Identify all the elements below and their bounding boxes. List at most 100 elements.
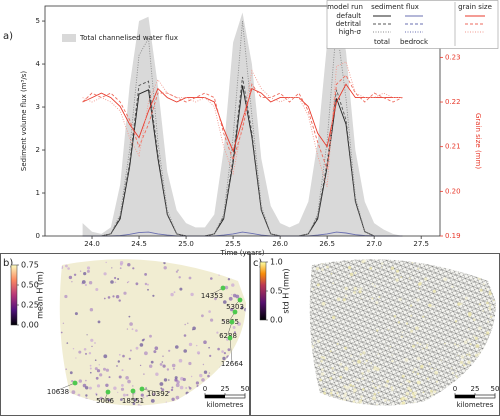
map-speckle bbox=[466, 353, 468, 356]
map-speckle bbox=[117, 409, 118, 410]
map-speckle bbox=[344, 366, 349, 371]
map-speckle bbox=[163, 378, 168, 382]
map-speckle bbox=[78, 379, 83, 383]
sample-point bbox=[130, 388, 136, 394]
map-speckle bbox=[174, 376, 178, 380]
scalebar-unit: kilometres bbox=[207, 401, 244, 409]
map-speckle bbox=[223, 300, 227, 304]
map-speckle bbox=[244, 259, 246, 263]
map-speckle bbox=[406, 379, 409, 383]
x-tick-label: 27.5 bbox=[413, 240, 429, 248]
map-speckle bbox=[302, 283, 306, 287]
map-speckle bbox=[462, 381, 466, 384]
map-speckle bbox=[319, 397, 323, 401]
map-speckle bbox=[60, 252, 62, 254]
map-speckle bbox=[203, 400, 206, 403]
scalebar-label: 25 bbox=[221, 385, 230, 393]
map-speckle bbox=[479, 265, 481, 268]
map-speckle bbox=[108, 408, 111, 411]
map-speckle bbox=[435, 380, 439, 383]
map-speckle bbox=[309, 283, 311, 287]
map-speckle bbox=[194, 390, 197, 393]
map-speckle bbox=[107, 296, 111, 299]
fan-map bbox=[59, 259, 246, 406]
map-speckle bbox=[410, 304, 413, 307]
map-speckle bbox=[493, 280, 496, 284]
map-speckle bbox=[466, 338, 470, 341]
map-speckle bbox=[318, 364, 320, 367]
map-speckle bbox=[438, 394, 441, 398]
map-speckle bbox=[310, 361, 314, 365]
map-speckle bbox=[103, 367, 106, 371]
map-speckle bbox=[156, 249, 160, 253]
map-speckle bbox=[86, 266, 91, 270]
map-speckle bbox=[486, 267, 489, 271]
map-speckle bbox=[463, 364, 466, 367]
map-speckle bbox=[478, 326, 482, 330]
y-tick-label: 0 bbox=[36, 232, 40, 240]
map-speckle bbox=[94, 367, 98, 371]
map-speckle bbox=[493, 348, 496, 352]
map-speckle bbox=[307, 388, 309, 390]
map-speckle bbox=[201, 378, 205, 382]
map-speckle bbox=[381, 266, 383, 268]
map-speckle bbox=[171, 363, 176, 368]
map-speckle bbox=[438, 402, 442, 406]
map-speckle bbox=[174, 378, 178, 382]
map-speckle bbox=[321, 262, 324, 265]
map-speckle bbox=[196, 385, 199, 388]
map-speckle bbox=[300, 368, 303, 371]
map-speckle bbox=[330, 272, 333, 275]
map-speckle bbox=[176, 380, 180, 384]
map-speckle bbox=[444, 402, 447, 406]
map-speckle bbox=[116, 365, 118, 367]
panel-label: b) bbox=[3, 258, 13, 269]
map-speckle bbox=[371, 250, 373, 252]
map-speckle bbox=[234, 368, 237, 371]
series-line bbox=[82, 83, 403, 153]
map-speckle bbox=[339, 362, 343, 366]
map-speckle bbox=[481, 372, 484, 374]
map-speckle bbox=[311, 385, 314, 388]
map-speckle bbox=[404, 358, 409, 362]
map-speckle bbox=[363, 362, 366, 365]
map-speckle bbox=[469, 343, 472, 346]
map-speckle bbox=[231, 276, 234, 279]
map-speckle bbox=[482, 264, 486, 267]
colorbar-label: std H (mm) bbox=[282, 268, 291, 313]
legend-subheader: total bbox=[374, 38, 390, 46]
map-speckle bbox=[146, 283, 149, 286]
map-speckle bbox=[344, 294, 348, 298]
map-speckle bbox=[178, 276, 181, 279]
colorbar-tick-label: 0.50 bbox=[21, 281, 39, 290]
map-speckle bbox=[479, 259, 482, 262]
map-speckle bbox=[494, 358, 496, 361]
map-speckle bbox=[482, 283, 485, 286]
map-speckle bbox=[103, 297, 106, 300]
map-speckle bbox=[492, 377, 496, 382]
panel-a: a) 24.0 24.5 25.0 25.5 26.0 26.5 27.0 27.5 0 1 2 3 4 5… bbox=[3, 0, 499, 257]
map-speckle bbox=[240, 281, 244, 286]
map-speckle bbox=[225, 379, 229, 383]
map-speckle bbox=[85, 394, 88, 397]
map-speckle bbox=[95, 376, 99, 380]
y-tick-label: 5 bbox=[36, 17, 40, 25]
map-speckle bbox=[135, 282, 139, 286]
map-speckle bbox=[466, 259, 470, 262]
map-speckle bbox=[489, 304, 492, 307]
map-speckle bbox=[65, 264, 68, 268]
map-speckle bbox=[484, 355, 489, 360]
map-speckle bbox=[83, 272, 87, 276]
map-speckle bbox=[121, 369, 124, 372]
map-speckle bbox=[171, 397, 175, 401]
map-speckle bbox=[479, 357, 482, 360]
map-speckle bbox=[395, 278, 399, 282]
map-speckle bbox=[321, 301, 326, 306]
map-speckle bbox=[401, 374, 405, 378]
map-speckle bbox=[322, 259, 325, 262]
map-speckle bbox=[485, 373, 488, 375]
map-speckle bbox=[453, 396, 455, 398]
map-speckle bbox=[237, 322, 241, 326]
map-speckle bbox=[126, 281, 129, 284]
map-speckle bbox=[410, 329, 414, 333]
